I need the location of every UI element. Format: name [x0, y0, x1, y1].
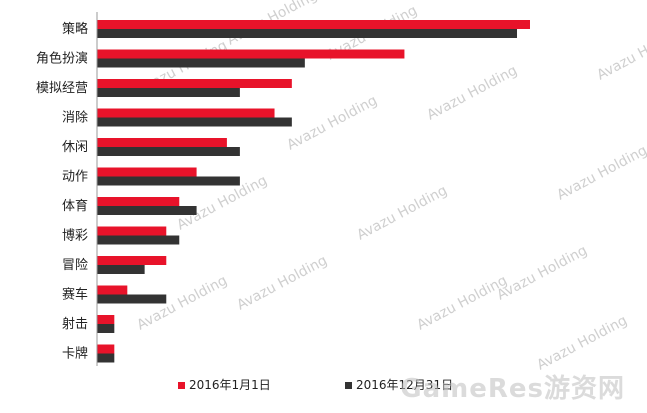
bar-series2-7	[97, 235, 180, 245]
category-label: 冒险	[62, 258, 88, 273]
bar-series1-1	[97, 49, 405, 59]
bar-series1-9	[97, 285, 128, 295]
bar-series1-6	[97, 197, 180, 206]
category-label: 体育	[62, 198, 88, 214]
bar-series2-8	[97, 265, 145, 274]
watermark-text: Avazu Holding	[354, 183, 450, 244]
watermark-text: Avazu Holding	[494, 243, 590, 304]
category-label: 博彩	[62, 229, 88, 244]
bar-series1-10	[97, 315, 115, 324]
category-label: 消除	[62, 111, 88, 126]
bar-series1-11	[97, 344, 115, 354]
bar-series1-0	[97, 20, 530, 29]
bar-series2-3	[97, 117, 292, 127]
category-label: 模拟经营	[36, 81, 88, 96]
watermark-text: Avazu Holding	[414, 273, 510, 334]
bar-series2-1	[97, 58, 305, 68]
bar-series1-2	[97, 79, 292, 88]
bar-series2-2	[97, 88, 240, 97]
bar-series2-5	[97, 176, 240, 186]
watermark-text: Avazu Holding	[594, 23, 647, 84]
category-label: 角色扮演	[36, 51, 88, 67]
brand-watermark: GameRes游资网	[400, 374, 625, 404]
bar-series1-5	[97, 167, 197, 177]
category-label: 动作	[62, 170, 88, 185]
category-label: 赛车	[62, 287, 88, 303]
watermark-text: Avazu Holding	[424, 63, 520, 124]
legend: 2016年1月1日 2016年12月31日	[178, 378, 453, 392]
legend-swatch-1	[178, 382, 185, 389]
legend-label-2: 2016年12月31日	[356, 378, 453, 392]
bar-series1-4	[97, 138, 227, 147]
watermark-text: Avazu Holding	[284, 93, 380, 154]
bar-series2-11	[97, 353, 115, 363]
category-label: 卡牌	[62, 346, 88, 362]
bar-series2-0	[97, 29, 518, 38]
bars-layer	[97, 20, 530, 363]
bar-series2-6	[97, 206, 197, 215]
watermark-text: Avazu Holding	[234, 253, 330, 314]
watermark-text: Avazu Holding	[554, 143, 647, 204]
bar-series1-3	[97, 108, 275, 118]
bar-series2-9	[97, 294, 167, 304]
legend-swatch-2	[345, 382, 352, 389]
watermark-text: Avazu Holding	[534, 313, 630, 374]
category-label: 休闲	[62, 140, 88, 155]
category-label: 射击	[62, 316, 88, 332]
bar-series2-4	[97, 147, 240, 156]
bar-series2-10	[97, 324, 115, 333]
legend-label-1: 2016年1月1日	[189, 378, 271, 392]
bar-series1-7	[97, 226, 167, 236]
category-label: 策略	[62, 21, 88, 37]
bar-series1-8	[97, 256, 167, 265]
